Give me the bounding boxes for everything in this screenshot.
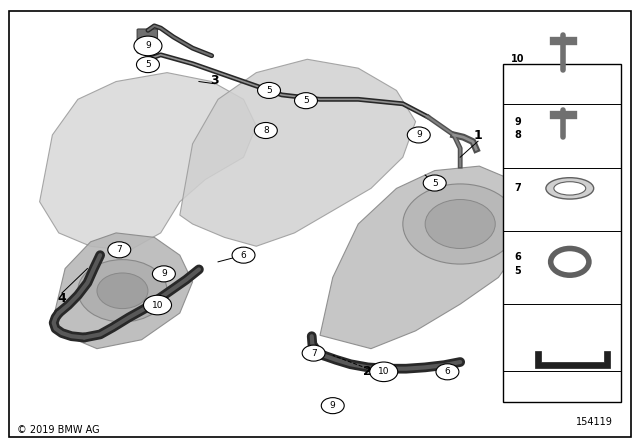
Text: 10: 10 (152, 301, 163, 310)
Text: 2: 2 (364, 365, 372, 378)
Text: 5: 5 (303, 96, 309, 105)
Polygon shape (320, 166, 531, 349)
Text: 1: 1 (474, 129, 483, 142)
Text: 9: 9 (161, 269, 167, 278)
Circle shape (152, 266, 175, 282)
Circle shape (254, 122, 277, 138)
FancyBboxPatch shape (503, 64, 621, 402)
Polygon shape (535, 351, 610, 368)
Text: 154119: 154119 (576, 417, 613, 427)
Circle shape (425, 199, 495, 249)
Text: 10: 10 (511, 54, 524, 64)
Text: 9: 9 (416, 130, 422, 139)
Circle shape (436, 364, 459, 380)
Polygon shape (40, 73, 256, 251)
Circle shape (232, 247, 255, 263)
FancyBboxPatch shape (137, 29, 157, 53)
Ellipse shape (554, 182, 586, 195)
Text: 8: 8 (263, 126, 269, 135)
Circle shape (134, 36, 162, 56)
Circle shape (294, 93, 317, 109)
Polygon shape (52, 233, 193, 349)
Circle shape (321, 398, 344, 414)
Polygon shape (180, 59, 415, 246)
Text: 6: 6 (241, 251, 246, 260)
Circle shape (257, 82, 280, 99)
Circle shape (136, 56, 159, 73)
Circle shape (143, 295, 172, 315)
Text: 7: 7 (116, 246, 122, 254)
Ellipse shape (546, 178, 594, 199)
Text: 6: 6 (514, 252, 521, 263)
Text: 9: 9 (330, 401, 335, 410)
Circle shape (423, 175, 446, 191)
Text: 10: 10 (378, 367, 390, 376)
Text: © 2019 BMW AG: © 2019 BMW AG (17, 425, 100, 435)
Text: 6: 6 (445, 367, 451, 376)
Text: 9: 9 (514, 117, 521, 128)
Text: 3: 3 (211, 74, 219, 87)
Circle shape (108, 242, 131, 258)
Circle shape (78, 260, 167, 322)
Text: 5: 5 (145, 60, 151, 69)
Text: 7: 7 (311, 349, 317, 358)
Text: 8: 8 (514, 130, 521, 140)
Circle shape (370, 362, 397, 382)
Circle shape (407, 127, 430, 143)
Text: 5: 5 (266, 86, 272, 95)
Text: 4: 4 (58, 292, 67, 305)
Text: 9: 9 (145, 41, 151, 51)
Text: 5: 5 (432, 179, 438, 188)
Text: 5: 5 (514, 266, 521, 276)
Circle shape (403, 184, 518, 264)
Circle shape (97, 273, 148, 309)
Text: 7: 7 (514, 183, 521, 194)
Circle shape (302, 345, 325, 361)
